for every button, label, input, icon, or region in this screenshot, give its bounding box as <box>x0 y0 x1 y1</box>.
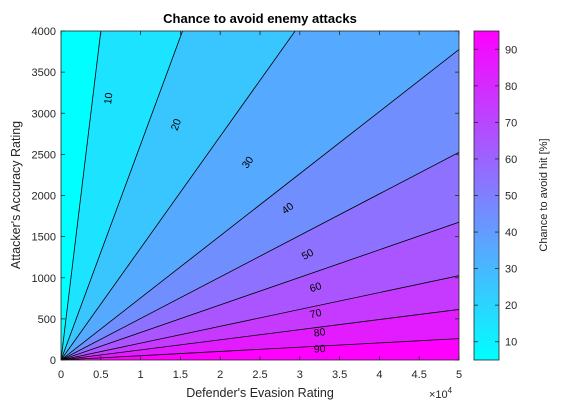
y-axis-label: Attacker's Accuracy Rating <box>9 121 23 269</box>
colorbar-tick-label: 70 <box>505 117 517 129</box>
colorbar-label: Chance to avoid hit [%] <box>538 138 550 251</box>
plot-area <box>61 31 459 360</box>
x-tick-label: 4.5 <box>412 369 427 381</box>
contour-line-90 <box>61 338 459 360</box>
colorbar-tick-label: 80 <box>505 81 517 93</box>
colorbar-tick-label: 60 <box>505 154 517 166</box>
colorbar-tick-label: 10 <box>505 337 517 349</box>
x-tick-label: 2 <box>217 369 223 381</box>
x-tick-label: 0 <box>58 369 64 381</box>
colorbar-ticks: 10 20 30 40 50 60 70 80 90 <box>474 44 517 349</box>
x-tick-label: 5 <box>456 369 462 381</box>
x-axis-ticks: 0 0.5 1 1.5 2 2.5 3 3.5 4 4.5 5 <box>58 31 462 381</box>
x-axis-exponent-power: 4 <box>448 386 453 395</box>
colorbar-tick-label: 50 <box>505 191 517 203</box>
colorbar-tick-label: 20 <box>505 300 517 312</box>
y-axis-ticks: 0 500 1000 1500 2000 2500 3000 3500 4000 <box>32 26 459 367</box>
colorbar-tick-label: 90 <box>505 44 517 56</box>
colorbar-tick-label: 30 <box>505 264 517 276</box>
x-tick-label: 0.5 <box>93 369 108 381</box>
x-tick-label: 1.5 <box>173 369 188 381</box>
y-tick-label: 3500 <box>32 67 56 79</box>
x-tick-label: 2.5 <box>252 369 267 381</box>
y-tick-label: 2000 <box>32 191 56 203</box>
contour-label-50: 50 <box>300 247 316 263</box>
colorbar-tick-label: 40 <box>505 227 517 239</box>
x-tick-label: 3.5 <box>332 369 347 381</box>
y-tick-label: 1000 <box>32 273 56 285</box>
contour-line-40 <box>61 49 459 360</box>
x-axis-exponent: ×104 <box>429 386 453 401</box>
contour-line-60 <box>61 221 459 360</box>
x-tick-label: 3 <box>297 369 303 381</box>
x-tick-label: 1 <box>138 369 144 381</box>
contour-band <box>61 338 459 360</box>
y-tick-label: 500 <box>38 314 56 326</box>
contour-label-90: 90 <box>314 343 326 356</box>
contour-line-80 <box>61 309 459 360</box>
contour-label-70: 70 <box>309 307 323 321</box>
contour-line-70 <box>61 275 459 360</box>
y-tick-label: 4000 <box>32 26 56 38</box>
contour-label-20: 20 <box>169 117 184 132</box>
contour-label-60: 60 <box>308 280 323 295</box>
x-axis-label: Defender's Evasion Rating <box>186 386 334 400</box>
contour-label-10: 10 <box>102 92 115 105</box>
contour-line-50 <box>61 151 459 360</box>
y-tick-label: 2500 <box>32 149 56 161</box>
y-tick-label: 3000 <box>32 108 56 120</box>
x-axis-exponent-base: ×10 <box>429 389 448 401</box>
y-tick-label: 1500 <box>32 232 56 244</box>
y-tick-label: 0 <box>50 355 56 367</box>
contour-lines <box>61 31 459 360</box>
contour-band <box>61 31 459 360</box>
chart-title: Chance to avoid enemy attacks <box>163 11 357 26</box>
x-tick-label: 4 <box>376 369 382 381</box>
contour-label-80: 80 <box>313 326 326 339</box>
